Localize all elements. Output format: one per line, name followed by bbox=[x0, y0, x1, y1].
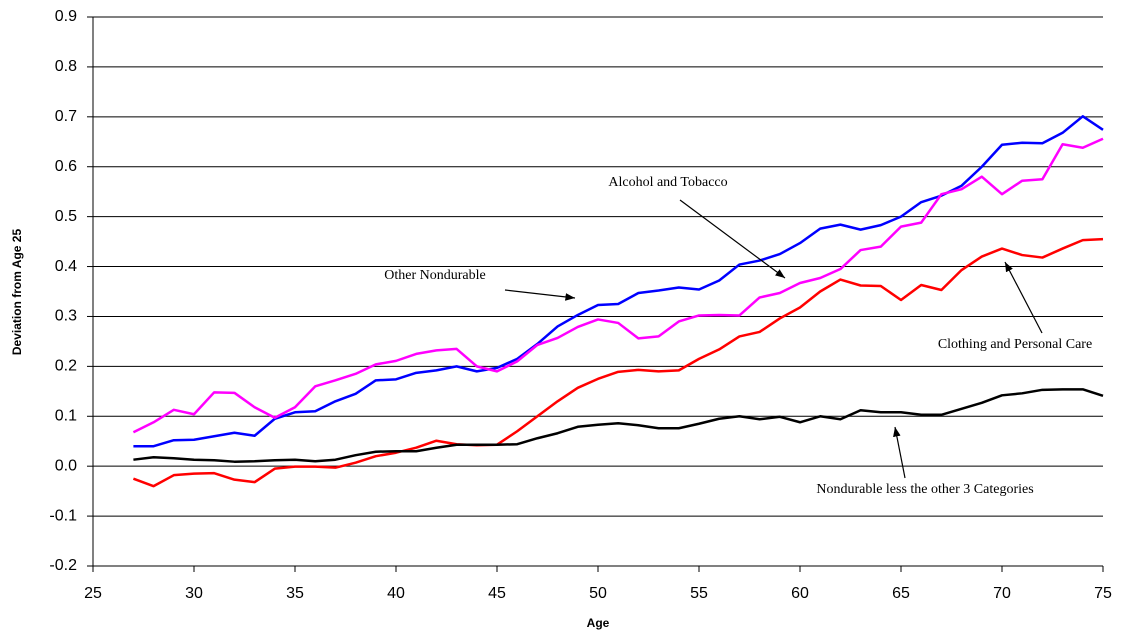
y-tick-label: 0.9 bbox=[55, 8, 77, 25]
annotation: Clothing and Personal Care bbox=[938, 337, 1092, 352]
y-tick-label: -0.1 bbox=[49, 507, 77, 524]
y-tick-label: 0.2 bbox=[55, 358, 77, 375]
x-tick-label: 50 bbox=[589, 585, 607, 602]
series-line bbox=[132, 137, 1104, 434]
y-tick-label: 0.8 bbox=[55, 58, 77, 75]
annotation-arrow bbox=[679, 199, 786, 279]
annotation: Nondurable less the other 3 Categories bbox=[816, 482, 1033, 497]
x-tick-label: 30 bbox=[185, 585, 203, 602]
x-tick-label: 45 bbox=[488, 585, 506, 602]
x-axis-title: Age bbox=[587, 616, 610, 630]
y-tick-label: 0.7 bbox=[55, 108, 77, 125]
series-line bbox=[133, 115, 1104, 448]
y-tick-label: -0.2 bbox=[49, 557, 77, 574]
y-tick-label: 0.5 bbox=[55, 208, 77, 225]
x-tick-label: 40 bbox=[387, 585, 405, 602]
y-tick-label: 0.1 bbox=[55, 407, 77, 424]
x-tick-label: 65 bbox=[892, 585, 910, 602]
x-tick-label: 70 bbox=[993, 585, 1011, 602]
annotation: Alcohol and Tobacco bbox=[608, 175, 727, 190]
x-tick-label: 35 bbox=[286, 585, 304, 602]
x-tick-label: 55 bbox=[690, 585, 708, 602]
x-tick-label: 25 bbox=[84, 585, 102, 602]
annotation-arrow bbox=[893, 426, 906, 479]
annotation-arrow bbox=[504, 289, 576, 301]
x-tick-label: 60 bbox=[791, 585, 809, 602]
annotation: Other Nondurable bbox=[384, 268, 485, 283]
series-line bbox=[133, 388, 1104, 463]
y-tick-label: 0.0 bbox=[55, 457, 77, 474]
annotation-arrow bbox=[1004, 261, 1043, 334]
x-tick-label: 75 bbox=[1094, 585, 1112, 602]
series-line bbox=[132, 237, 1104, 488]
y-tick-label: 0.6 bbox=[55, 158, 77, 175]
y-tick-label: 0.4 bbox=[55, 258, 77, 275]
y-axis-title: Deviation from Age 25 bbox=[10, 229, 24, 356]
y-tick-label: 0.3 bbox=[55, 308, 77, 325]
